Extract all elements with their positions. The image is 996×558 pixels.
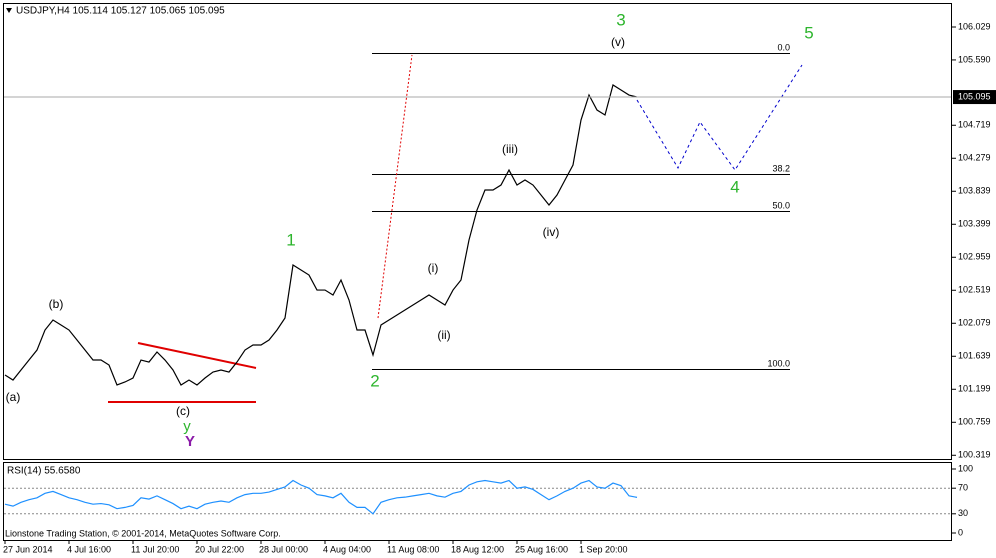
footer: Lionstone Trading Station, © 2001-2014, … xyxy=(5,528,281,538)
y-tick-label: 102.079 xyxy=(958,318,991,328)
x-tick-label: 1 Sep 20:00 xyxy=(579,544,628,554)
x-tick-label: 20 Jul 22:00 xyxy=(195,544,244,554)
y-tick-label: 0 xyxy=(958,527,963,537)
last-price-label: 105.095 xyxy=(958,91,991,101)
y-tick-label: 101.639 xyxy=(958,351,991,361)
y-tick-label: 100 xyxy=(958,463,973,473)
price-line xyxy=(4,84,638,386)
wave-label: 3 xyxy=(616,10,625,29)
price-panel xyxy=(3,3,952,460)
fib-lines xyxy=(372,53,790,370)
wave-label: (a) xyxy=(6,390,21,404)
x-tick-label: 4 Jul 16:00 xyxy=(67,544,111,554)
y-tick-label: 105.590 xyxy=(958,54,991,64)
x-tick-label: 4 Aug 04:00 xyxy=(323,544,371,554)
wave-label: (b) xyxy=(49,297,64,311)
y-tick-label: 103.839 xyxy=(958,186,991,196)
y-tick-label: 104.719 xyxy=(958,120,991,130)
wave-label: (i) xyxy=(428,261,439,275)
wave-label: 2 xyxy=(370,371,379,390)
y-tick-label: 106.029 xyxy=(958,21,991,31)
price-line xyxy=(4,479,638,515)
x-tick-label: 27 Jun 2014 xyxy=(3,544,53,554)
wave-label: (c) xyxy=(176,404,190,418)
wave-label: (v) xyxy=(611,35,625,49)
fib-label: 50.0 xyxy=(772,200,790,210)
wave-label: 1 xyxy=(286,230,295,249)
fib-label: 38.2 xyxy=(772,163,790,173)
wave-label: (ii) xyxy=(437,328,450,342)
rsi-panel xyxy=(3,462,952,541)
y-tick-label: 70 xyxy=(958,483,968,493)
wave-label: (iv) xyxy=(543,225,560,239)
y-tick-label: 104.279 xyxy=(958,153,991,163)
wave-label: Y xyxy=(185,433,195,450)
fib-label: 0.0 xyxy=(777,42,790,52)
wave-label: y xyxy=(183,418,191,435)
projection-line xyxy=(377,54,413,319)
y-tick-label: 102.519 xyxy=(958,285,991,295)
x-tick-label: 18 Aug 12:00 xyxy=(451,544,504,554)
y-tick-label: 100.759 xyxy=(958,417,991,427)
y-tick-label: 103.399 xyxy=(958,219,991,229)
x-tick-label: 11 Jul 20:00 xyxy=(131,544,179,554)
fib-label: 100.0 xyxy=(767,358,790,368)
last-price-box xyxy=(953,90,996,105)
y-tick-label: 101.199 xyxy=(958,384,991,394)
y-tick-label: 100.319 xyxy=(958,450,991,460)
y-tick-label: 30 xyxy=(958,508,968,518)
wave-label: 5 xyxy=(804,23,813,42)
y-tick-label: 102.959 xyxy=(958,252,991,262)
menu-arrow[interactable] xyxy=(6,8,12,13)
symbol-header: USDJPY,H4 105.114 105.127 105.065 105.09… xyxy=(16,6,225,17)
wave-label: 4 xyxy=(730,177,739,196)
rsi-title: RSI(14) 55.6580 xyxy=(7,466,81,477)
x-tick-label: 11 Aug 08:00 xyxy=(387,544,439,554)
x-tick-label: 28 Jul 00:00 xyxy=(259,544,308,554)
wave-label: (iii) xyxy=(502,142,518,156)
x-tick-label: 25 Aug 16:00 xyxy=(515,544,568,554)
